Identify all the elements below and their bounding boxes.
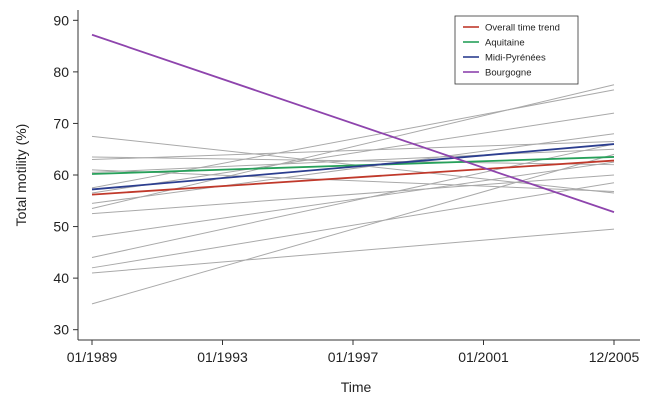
region-line-14 <box>91 228 615 274</box>
region-line-15 <box>91 153 615 305</box>
series-line-3 <box>91 143 615 191</box>
y-tick-label: 40 <box>53 270 69 286</box>
x-tick-label: 01/1989 <box>67 349 118 365</box>
x-axis-title: Time <box>341 379 372 395</box>
other-region-lines <box>91 84 615 305</box>
series-line-1 <box>91 159 615 196</box>
x-tick-label: 01/1993 <box>197 349 248 365</box>
region-line-12 <box>91 143 615 258</box>
y-axis-title: Total motility (%) <box>13 124 29 227</box>
series-lines <box>91 33 615 213</box>
y-tick-label: 30 <box>53 322 69 338</box>
series-line-4 <box>91 33 615 213</box>
region-line-10 <box>91 174 615 215</box>
x-tick-label: 12/2005 <box>589 349 640 365</box>
region-line-8 <box>91 133 615 204</box>
legend-label: Midi-Pyrénées <box>485 53 546 64</box>
legend-label: Bourgogne <box>485 68 531 79</box>
x-tick-label: 01/1997 <box>328 349 379 365</box>
y-tick-label: 80 <box>53 64 69 80</box>
region-line-3 <box>91 140 615 161</box>
region-line-5 <box>91 148 615 173</box>
y-tick-label: 70 <box>53 115 69 131</box>
y-tick-label: 50 <box>53 219 69 235</box>
y-tick-label: 60 <box>53 167 69 183</box>
y-axis-ticks: 30 40 50 60 70 80 90 <box>53 12 78 338</box>
region-line-9 <box>91 84 615 210</box>
region-line-7 <box>91 112 615 194</box>
legend-label: Aquitaine <box>485 38 525 49</box>
series-line-2 <box>91 156 615 175</box>
region-line-13 <box>91 182 615 269</box>
y-tick-label: 90 <box>53 12 69 28</box>
x-axis-ticks: 01/1989 01/1993 01/1997 01/2001 12/2005 <box>67 340 640 365</box>
x-tick-label: 01/2001 <box>458 349 509 365</box>
legend-label: Overall time trend <box>485 23 560 34</box>
legend: Overall time trend Aquitaine Midi-Pyrénées… <box>454 15 579 85</box>
region-line-4 <box>91 169 615 192</box>
region-line-11 <box>91 161 615 238</box>
